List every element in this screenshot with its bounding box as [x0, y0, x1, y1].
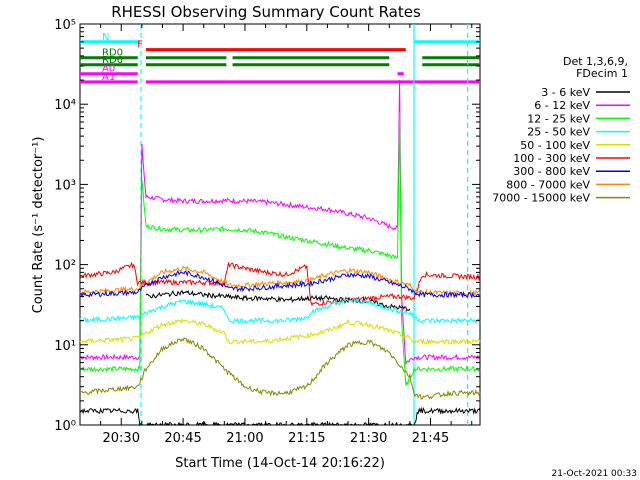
series-7000-15000-kev [79, 337, 481, 400]
flag-label-a1: A1 [102, 72, 115, 83]
series-300-800-kev [79, 270, 481, 299]
legend-entry-label: 7000 - 15000 keV [492, 192, 590, 205]
y-tick-label: 10⁴ [54, 98, 76, 113]
x-tick-label: 21:15 [288, 431, 325, 446]
x-tick-label: 20:45 [164, 431, 201, 446]
x-tick-label: 21:45 [412, 431, 449, 446]
x-tick-label: 21:30 [350, 431, 387, 446]
series-12-25-kev [79, 112, 481, 387]
series-50-100-kev [79, 318, 481, 346]
series-25-50-kev [79, 297, 481, 325]
x-tick-label: 20:30 [103, 431, 140, 446]
legend-entry-label: 25 - 50 keV [527, 126, 590, 139]
y-axis-ticks: 10⁰ 10¹ 10² 10³ 10⁴ 10⁵ [54, 18, 480, 434]
y-tick-label: 10³ [54, 178, 76, 193]
flag-label-f: F [137, 40, 143, 51]
flag-label-rd6: RD6 [102, 55, 123, 66]
y-tick-label: 10⁰ [54, 419, 76, 434]
flag-label-a0: A0 [102, 64, 115, 75]
series-lines [79, 79, 481, 427]
legend-entry-label: 300 - 800 keV [513, 165, 590, 178]
legend-entry-label: 6 - 12 keV [534, 99, 590, 112]
legend-header: FDecim 1 [576, 67, 628, 80]
time-markers [140, 24, 469, 425]
y-tick-label: 10² [54, 259, 76, 274]
plot-frame [79, 23, 481, 426]
legend-entry-label: 100 - 300 keV [513, 152, 590, 165]
y-tick-label: 10⁵ [54, 18, 76, 33]
x-axis-label: Start Time (14-Oct-14 20:16:22) [175, 456, 385, 471]
series-3-6-kev-low [79, 406, 481, 427]
x-axis-ticks: 20:30 20:45 21:00 21:15 21:30 21:45 [79, 24, 473, 446]
footer-date: 21-Oct-2021 00:33 [552, 469, 637, 479]
x-tick-label: 21:00 [226, 431, 263, 446]
flag-label-rd0: RD0 [102, 48, 123, 59]
flag-label-n: N [102, 32, 109, 43]
chart-title: RHESSI Observing Summary Count Rates [111, 3, 421, 21]
y-axis-label: Count Rate (s⁻¹ detector⁻¹) [31, 137, 46, 314]
legend-entry-label: 50 - 100 keV [520, 139, 590, 152]
legend-entry-label: 800 - 7000 keV [506, 178, 590, 191]
series-6-12-kev [79, 79, 481, 366]
series-3-6-kev [145, 290, 411, 312]
legend-header: Det 1,3,6,9, [563, 55, 628, 68]
y-tick-label: 10¹ [54, 339, 76, 354]
legend-entry-label: 3 - 6 keV [541, 86, 590, 99]
legend-entry-label: 12 - 25 keV [527, 112, 590, 125]
